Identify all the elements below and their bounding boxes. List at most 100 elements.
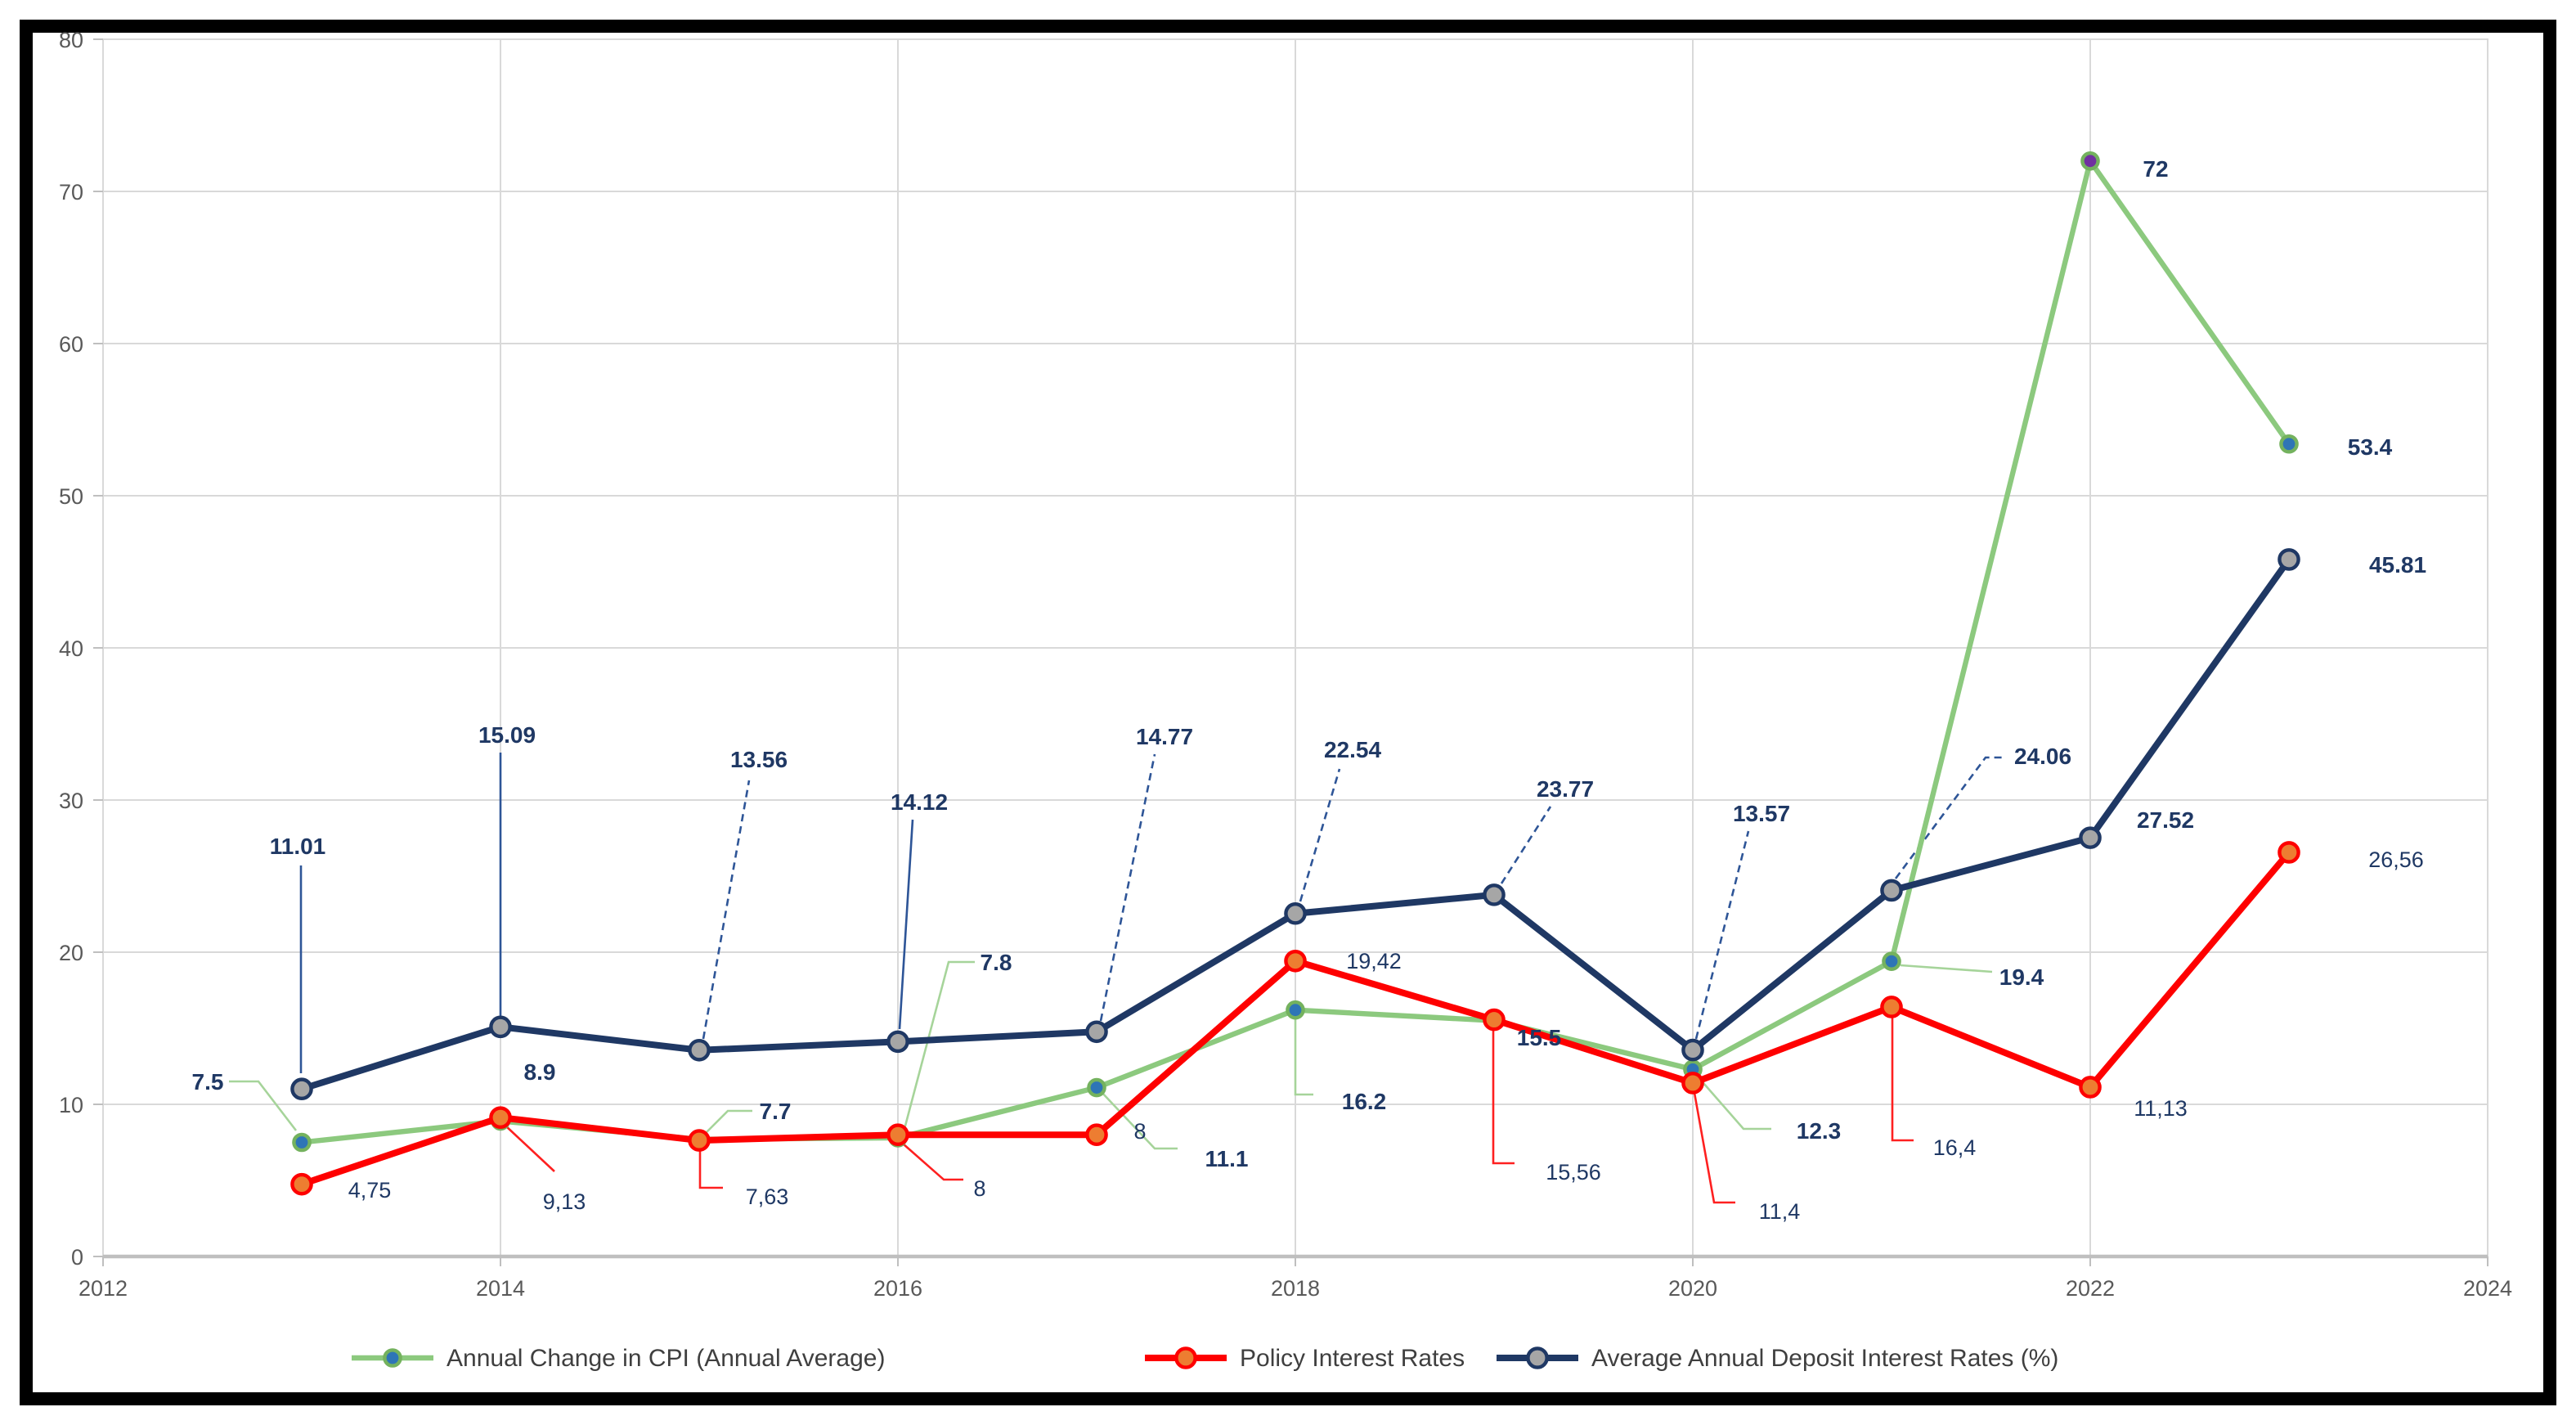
data-label-average-annual-deposit-interest-rates-2022: 27.52 bbox=[2137, 807, 2194, 833]
data-point-annual-change-in-cpi-annual-average-2023 bbox=[2279, 434, 2299, 454]
data-point-policy-interest-rates-2019 bbox=[1483, 1008, 1506, 1032]
data-point-policy-interest-rates-2023 bbox=[2278, 841, 2300, 864]
legend-item-policy-interest-rates: Policy Interest Rates bbox=[1145, 1345, 1465, 1372]
series-data-labels-annual-change-in-cpi-annual-average: 7.5 8.9 7.7 7.8 11.1 16.2 15.5 12.3 19.4 72 53.4 bbox=[192, 156, 2393, 1171]
gridlines bbox=[103, 38, 2488, 1256]
leader-policy-interest-rates-2020 bbox=[1693, 1092, 1735, 1204]
leader-average-annual-deposit-interest-rates-2021 bbox=[1894, 756, 2004, 879]
data-label-average-annual-deposit-interest-rates-2018: 22.54 bbox=[1324, 737, 1381, 762]
data-point-average-annual-deposit-interest-rates-2018 bbox=[1284, 901, 1307, 925]
data-label-annual-change-in-cpi-annual-average-2018: 16.2 bbox=[1342, 1089, 1387, 1114]
data-point-average-annual-deposit-interest-rates-2017 bbox=[1085, 1020, 1108, 1044]
x-tick-label-2020: 2020 bbox=[1668, 1276, 1717, 1301]
leader-policy-interest-rates-2021 bbox=[1891, 1016, 1914, 1142]
data-label-annual-change-in-cpi-annual-average-2017: 11.1 bbox=[1205, 1146, 1249, 1171]
data-label-policy-interest-rates-2023: 26,56 bbox=[2368, 847, 2424, 872]
x-tick-label-2014: 2014 bbox=[476, 1276, 525, 1301]
data-label-policy-interest-rates-2021: 16,4 bbox=[1933, 1135, 1977, 1160]
data-point-policy-interest-rates-2020 bbox=[1681, 1072, 1704, 1095]
data-point-average-annual-deposit-interest-rates-2023 bbox=[2278, 548, 2300, 571]
legend-item-annual-change-in-cpi-annual-average: Annual Change in CPI (Annual Average) bbox=[352, 1345, 885, 1372]
data-point-policy-interest-rates-2017 bbox=[1085, 1123, 1108, 1146]
data-label-average-annual-deposit-interest-rates-2020: 13.57 bbox=[1733, 801, 1790, 826]
leader-average-annual-deposit-interest-rates-2019 bbox=[1500, 806, 1552, 884]
data-point-average-annual-deposit-interest-rates-2021 bbox=[1880, 879, 1903, 902]
data-point-policy-interest-rates-2013 bbox=[290, 1172, 313, 1196]
leader-average-annual-deposit-interest-rates-2018 bbox=[1299, 768, 1341, 902]
data-point-annual-change-in-cpi-annual-average-2017 bbox=[1087, 1077, 1106, 1098]
leader-annual-change-in-cpi-annual-average-2021 bbox=[1900, 964, 1993, 973]
data-point-average-annual-deposit-interest-rates-2019 bbox=[1483, 883, 1506, 906]
axis-ticks bbox=[93, 38, 2488, 1266]
series-data-labels-average-annual-deposit-interest-rates: 11.01 15.09 13.56 14.12 14.77 22.54 23.77 13.57… bbox=[270, 552, 2426, 859]
data-point-policy-interest-rates-2022 bbox=[2079, 1076, 2102, 1099]
y-tick-label-30: 30 bbox=[59, 789, 83, 813]
data-point-policy-interest-rates-2015 bbox=[688, 1129, 711, 1152]
legend-marker-annual-change-in-cpi-annual-average bbox=[383, 1348, 402, 1368]
data-label-policy-interest-rates-2019: 15,56 bbox=[1546, 1160, 1601, 1185]
label-leader-lines bbox=[229, 753, 2004, 1204]
leader-annual-change-in-cpi-annual-average-2016 bbox=[903, 960, 975, 1130]
legend-label-annual-change-in-cpi-annual-average: Annual Change in CPI (Annual Average) bbox=[447, 1345, 885, 1372]
data-point-policy-interest-rates-2021 bbox=[1880, 996, 1903, 1018]
data-label-policy-interest-rates-2014: 9,13 bbox=[543, 1189, 586, 1214]
data-label-annual-change-in-cpi-annual-average-2020: 12.3 bbox=[1797, 1118, 1842, 1144]
data-label-policy-interest-rates-2015: 7,63 bbox=[746, 1185, 789, 1209]
data-label-average-annual-deposit-interest-rates-2017: 14.77 bbox=[1136, 724, 1193, 749]
data-label-policy-interest-rates-2020: 11,4 bbox=[1759, 1199, 1801, 1224]
leader-annual-change-in-cpi-annual-average-2020 bbox=[1697, 1076, 1771, 1131]
y-tick-label-60: 60 bbox=[59, 332, 83, 357]
data-label-annual-change-in-cpi-annual-average-2023: 53.4 bbox=[2348, 434, 2393, 460]
leader-annual-change-in-cpi-annual-average-2017 bbox=[1100, 1090, 1178, 1150]
data-label-policy-interest-rates-2013: 4,75 bbox=[348, 1178, 392, 1202]
y-tick-label-0: 0 bbox=[71, 1245, 83, 1270]
x-tick-label-2012: 2012 bbox=[79, 1276, 128, 1301]
data-label-average-annual-deposit-interest-rates-2015: 13.56 bbox=[730, 747, 788, 772]
data-label-average-annual-deposit-interest-rates-2016: 14.12 bbox=[891, 789, 948, 815]
leader-policy-interest-rates-2016 bbox=[902, 1143, 963, 1181]
x-tick-label-2022: 2022 bbox=[2066, 1276, 2115, 1301]
legend: Annual Change in CPI (Annual Average) Pol… bbox=[352, 1345, 2058, 1372]
data-label-annual-change-in-cpi-annual-average-2022: 72 bbox=[2143, 156, 2168, 182]
leader-annual-change-in-cpi-annual-average-2018 bbox=[1294, 1018, 1313, 1096]
x-tick-label-2024: 2024 bbox=[2463, 1276, 2512, 1301]
data-label-average-annual-deposit-interest-rates-2019: 23.77 bbox=[1537, 776, 1594, 802]
legend-label-average-annual-deposit-interest-rates: Average Annual Deposit Interest Rates (%… bbox=[1591, 1345, 2058, 1372]
data-label-annual-change-in-cpi-annual-average-2021: 19.4 bbox=[1999, 964, 2044, 990]
data-label-annual-change-in-cpi-annual-average-2015: 7.7 bbox=[760, 1099, 792, 1124]
data-label-annual-change-in-cpi-annual-average-2019: 15.5 bbox=[1517, 1025, 1562, 1050]
legend-label-policy-interest-rates: Policy Interest Rates bbox=[1240, 1345, 1465, 1372]
data-label-policy-interest-rates-2016: 8 bbox=[973, 1176, 985, 1201]
series-markers-policy-interest-rates bbox=[290, 841, 2300, 1196]
leader-average-annual-deposit-interest-rates-2017 bbox=[1099, 753, 1156, 1022]
data-point-average-annual-deposit-interest-rates-2014 bbox=[489, 1015, 512, 1039]
figure-border bbox=[20, 20, 2556, 1405]
data-point-policy-interest-rates-2014 bbox=[489, 1106, 512, 1129]
data-label-policy-interest-rates-2018: 19,42 bbox=[1346, 949, 1402, 973]
data-label-annual-change-in-cpi-annual-average-2014: 8.9 bbox=[524, 1059, 556, 1085]
y-tick-label-50: 50 bbox=[59, 484, 83, 509]
data-point-average-annual-deposit-interest-rates-2016 bbox=[886, 1030, 909, 1054]
leader-annual-change-in-cpi-annual-average-2015 bbox=[704, 1109, 752, 1135]
leader-annual-change-in-cpi-annual-average-2013 bbox=[229, 1080, 298, 1131]
data-label-annual-change-in-cpi-annual-average-2013: 7.5 bbox=[192, 1069, 224, 1095]
data-point-annual-change-in-cpi-annual-average-2018 bbox=[1286, 1000, 1305, 1020]
leader-policy-interest-rates-2014 bbox=[505, 1125, 555, 1172]
y-tick-label-70: 70 bbox=[59, 180, 83, 205]
data-label-policy-interest-rates-2017: 8 bbox=[1133, 1119, 1146, 1144]
data-point-policy-interest-rates-2016 bbox=[886, 1123, 909, 1146]
legend-item-average-annual-deposit-interest-rates: Average Annual Deposit Interest Rates (%… bbox=[1497, 1345, 2058, 1372]
data-point-average-annual-deposit-interest-rates-2020 bbox=[1681, 1038, 1704, 1062]
data-point-annual-change-in-cpi-annual-average-2021 bbox=[1882, 951, 1901, 971]
data-label-average-annual-deposit-interest-rates-2021: 24.06 bbox=[2014, 744, 2071, 769]
data-label-average-annual-deposit-interest-rates-2014: 15.09 bbox=[478, 722, 536, 748]
y-tick-label-20: 20 bbox=[59, 941, 83, 965]
y-tick-label-10: 10 bbox=[59, 1093, 83, 1117]
leader-policy-interest-rates-2019 bbox=[1492, 1031, 1515, 1165]
leader-average-annual-deposit-interest-rates-2020 bbox=[1694, 830, 1750, 1040]
data-label-average-annual-deposit-interest-rates-2023: 45.81 bbox=[2369, 552, 2426, 578]
y-tick-label-80: 80 bbox=[59, 28, 83, 52]
